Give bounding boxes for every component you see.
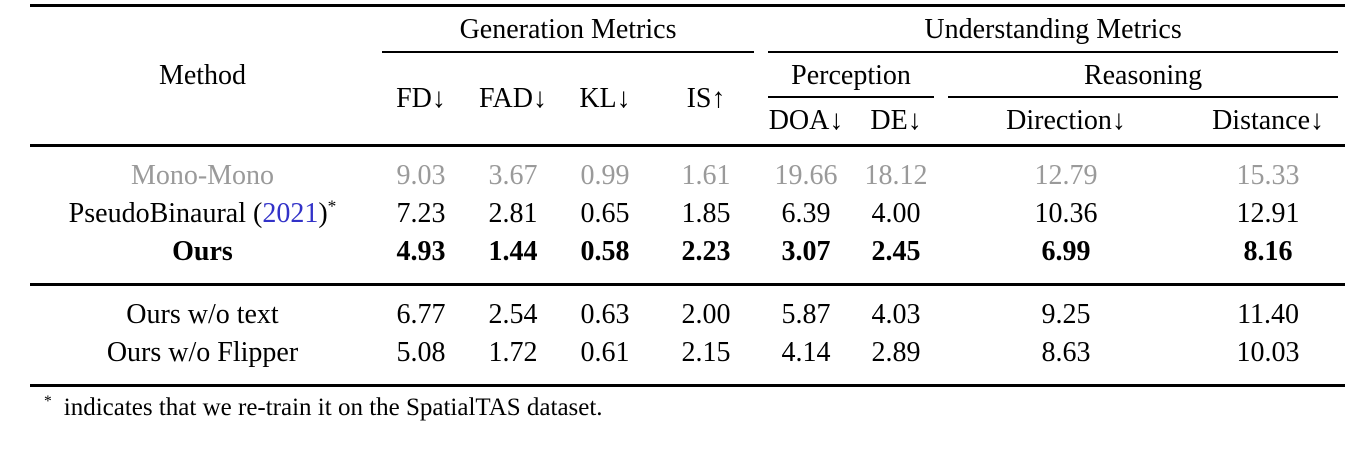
value-cell: 8.63 [941, 334, 1192, 387]
value-cell: 3.07 [761, 233, 852, 286]
value-cell: 2.15 [651, 334, 762, 387]
value-cell: 5.87 [781, 299, 831, 330]
value-cell: 10.36 [1034, 198, 1098, 229]
value-cell: 6.77 [396, 299, 446, 330]
value-cell: 1.72 [467, 334, 559, 387]
method-cell: PseudoBinaural (2021)* [30, 195, 375, 233]
value-cell: 4.14 [761, 334, 852, 387]
footnote-asterisk: * [44, 392, 52, 410]
value-cell: 3.67 [488, 160, 538, 191]
method-label: PseudoBinaural ( [68, 198, 263, 229]
method-cell: Ours w/o text [126, 299, 279, 330]
value-cell: 15.33 [1236, 160, 1300, 191]
table-row-pseudobinaural: PseudoBinaural (2021)* 7.23 2.81 0.65 1.… [30, 195, 1345, 233]
retrain-asterisk: * [327, 196, 337, 216]
value-cell: 2.45 [851, 233, 942, 286]
value-cell: 0.61 [559, 334, 651, 387]
col-header-distance: Distance↓ [1191, 98, 1346, 147]
value-cell: 2.89 [851, 334, 942, 387]
value-cell: 4.93 [375, 233, 467, 286]
method-cell: Ours [30, 233, 375, 286]
col-group-perception: Perception [761, 53, 941, 98]
col-header-doa: DOA↓ [761, 98, 852, 147]
value-cell: 9.03 [396, 160, 446, 191]
value-cell: 0.65 [580, 198, 630, 229]
value-cell: 5.08 [375, 334, 467, 387]
method-cell: Ours w/o Flipper [30, 334, 375, 387]
value-cell: 1.85 [681, 198, 731, 229]
value-cell: 11.40 [1237, 299, 1300, 330]
method-label-suffix: ) [318, 198, 328, 229]
value-cell: 6.39 [781, 198, 831, 229]
value-cell: 19.66 [774, 160, 838, 191]
table-row-mono-mono: Mono-Mono 9.03 3.67 0.99 1.61 19.66 18.1… [30, 146, 1345, 196]
col-header-kl: KL↓ [559, 53, 651, 147]
value-cell: 2.00 [681, 299, 731, 330]
col-group-generation-metrics: Generation Metrics [375, 6, 761, 54]
value-cell: 8.16 [1191, 233, 1346, 286]
value-cell: 6.99 [941, 233, 1192, 286]
value-cell: 4.03 [871, 299, 921, 330]
table-row-ours-wo-flipper: Ours w/o Flipper 5.08 1.72 0.61 2.15 4.1… [30, 334, 1346, 387]
col-group-reasoning: Reasoning [941, 53, 1345, 98]
value-cell: 2.81 [488, 198, 538, 229]
col-header-fad: FAD↓ [467, 53, 559, 147]
method-cell: Mono-Mono [130, 160, 275, 191]
value-cell: 4.00 [871, 198, 921, 229]
value-cell: 7.23 [396, 198, 446, 229]
col-header-fd: FD↓ [375, 53, 467, 147]
col-header-de: DE↓ [851, 98, 942, 147]
results-table-figure: Method Generation Metrics Understanding … [30, 4, 1346, 422]
col-group-understanding-metrics: Understanding Metrics [761, 6, 1345, 54]
value-cell: 10.03 [1191, 334, 1346, 387]
value-cell: 9.25 [1041, 299, 1091, 330]
value-cell: 1.61 [681, 160, 731, 191]
value-cell: 0.63 [580, 299, 630, 330]
footnote-text: indicates that we re-train it on the Spa… [63, 394, 603, 421]
citation-link-2021[interactable]: 2021 [262, 198, 319, 229]
col-header-is: IS↑ [651, 53, 762, 147]
value-cell: 2.54 [488, 299, 538, 330]
value-cell: 18.12 [864, 160, 928, 191]
value-cell: 0.99 [580, 160, 630, 191]
results-table: Method Generation Metrics Understanding … [30, 4, 1346, 387]
value-cell: 2.23 [651, 233, 762, 286]
value-cell: 12.79 [1034, 160, 1098, 191]
value-cell: 0.58 [559, 233, 651, 286]
table-footnote: * indicates that we re-train it on the Sp… [44, 392, 1345, 422]
value-cell: 1.44 [467, 233, 559, 286]
table-row-ours: Ours 4.93 1.44 0.58 2.23 3.07 2.45 6.99 … [30, 233, 1346, 286]
col-header-direction: Direction↓ [941, 98, 1192, 147]
col-header-method: Method [30, 5, 375, 147]
value-cell: 12.91 [1236, 198, 1300, 229]
table-row-ours-wo-text: Ours w/o text 6.77 2.54 0.63 2.00 5.87 4… [30, 285, 1345, 335]
